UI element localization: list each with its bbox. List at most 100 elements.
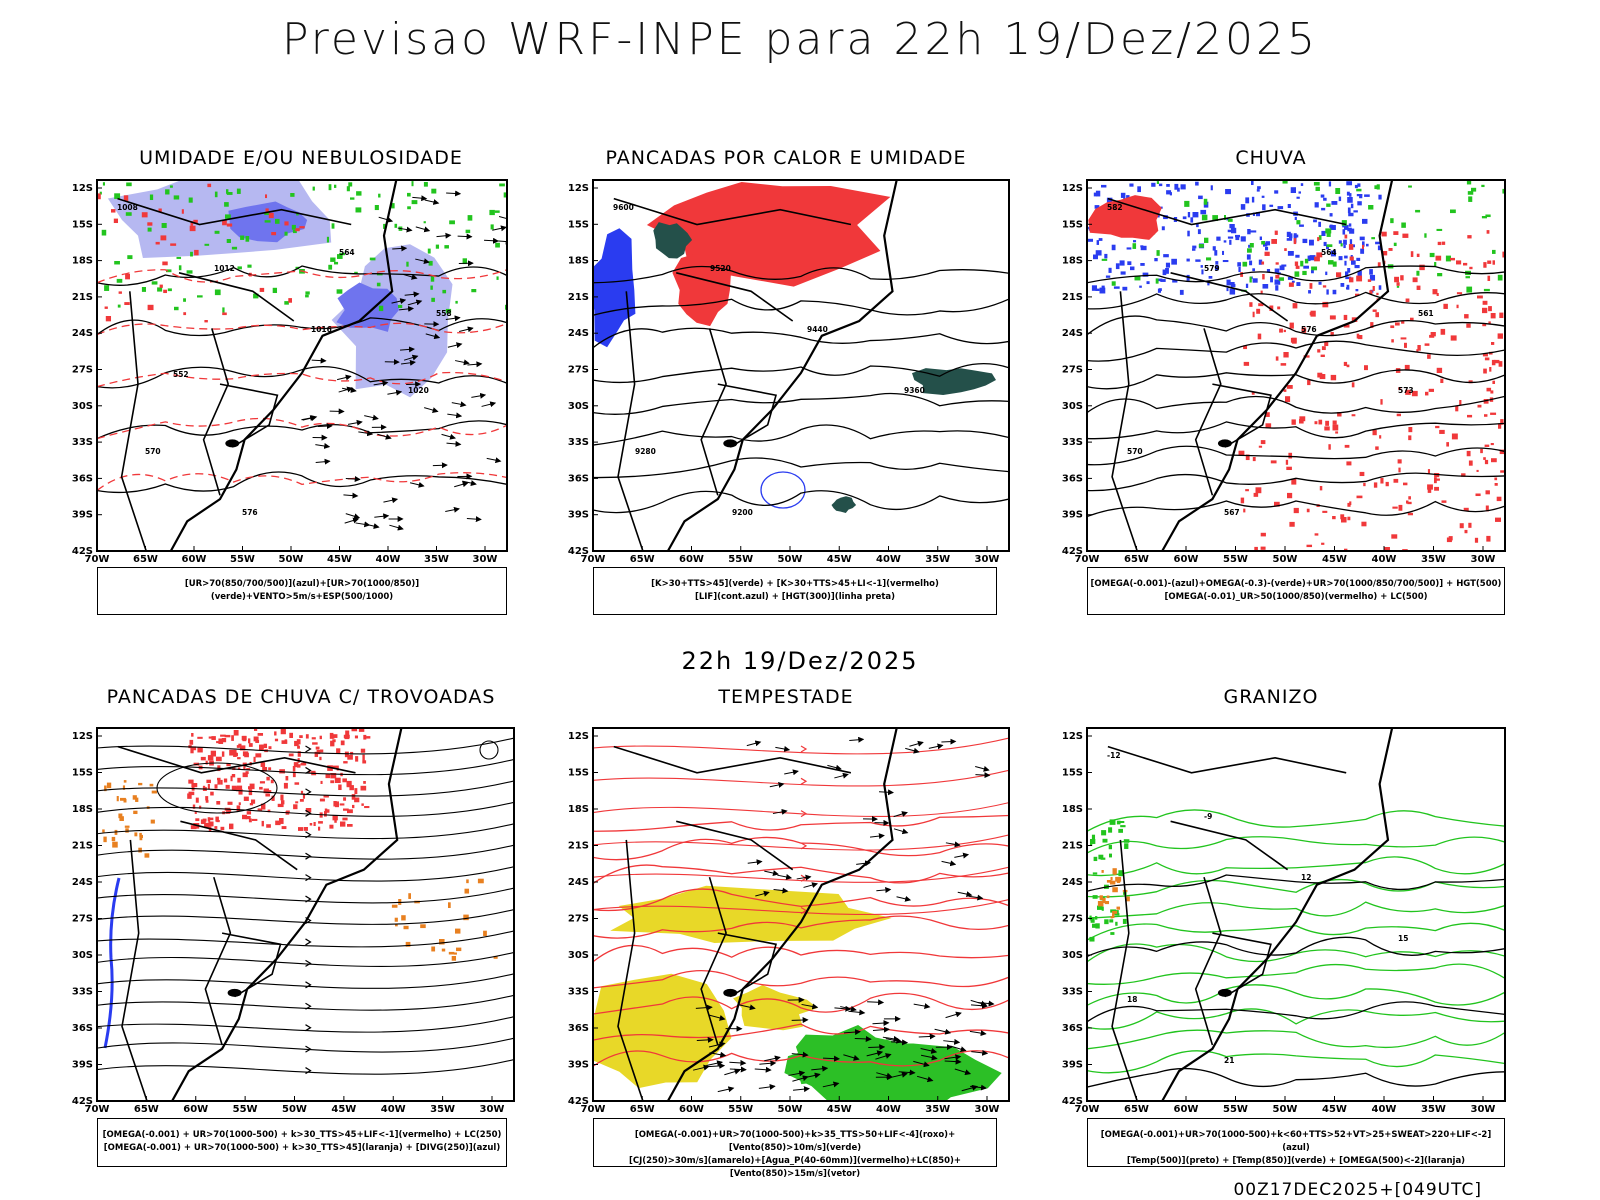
precip-pixel [1484,414,1488,417]
wind-vector [403,354,419,361]
precip-pixel [1251,181,1254,186]
precip-pixel [1363,482,1366,487]
panel-title-chuva: CHUVA [1235,147,1307,169]
precip-pixel [1161,226,1165,231]
precip-pixel [1367,279,1372,282]
wind-vector [729,1066,747,1073]
precip-pixel [204,243,210,246]
wind-vector [896,895,912,902]
wind-vector [400,359,416,366]
precip-pixel [427,248,431,254]
precip-pixel [1245,489,1249,492]
precip-pixel [1474,537,1479,543]
wind-vector [791,1017,809,1024]
precip-pixel [1274,279,1281,285]
streamline-arrowhead [305,938,312,946]
precip-pixel [1344,224,1349,230]
contour-line [96,420,507,440]
precip-pixel [1410,251,1414,257]
precip-pixel [295,801,299,804]
precip-pixel [280,728,286,735]
precip-pixel [170,243,177,246]
precip-pixel [233,730,239,736]
wind-vector [462,480,477,486]
precip-pixel [1446,442,1450,447]
longitude-label: 60W [1174,554,1199,565]
precip-pixel [1416,349,1419,352]
state-border [117,745,356,774]
longitude-label: 55W [233,1104,258,1115]
precip-pixel [1262,274,1265,280]
precip-pixel [1230,283,1236,288]
wind-vector [920,1054,938,1061]
precip-pixel [1256,212,1261,217]
precip-pixel [300,762,305,766]
wind-vector [345,476,361,483]
precip-pixel [189,739,194,745]
precip-pixel [149,194,154,201]
precip-pixel [193,219,198,224]
precip-pixel [299,799,304,802]
precip-pixel [1092,872,1098,875]
longitude-label: 65W [1124,554,1149,565]
precip-pixel [1408,427,1413,433]
precip-pixel [332,734,338,738]
precip-pixel [200,756,206,761]
contour-value-label: 573 [1398,386,1414,395]
precip-pixel [195,797,199,803]
precip-pixel [1395,322,1400,326]
precip-pixel [1246,254,1251,260]
precip-pixel [1108,267,1112,273]
wind-vector [775,746,791,752]
longitude-label: 45W [331,1104,356,1115]
state-border [1111,291,1138,551]
legend-line: [Temp(500)](preto) + [Temp(850)](verde) … [1126,1156,1466,1166]
precip-pixel [1090,839,1096,844]
precip-pixel [352,804,355,809]
precip-pixel [1335,188,1341,194]
precip-pixel [1476,469,1479,472]
precip-pixel [271,232,277,236]
precip-pixel [1104,253,1108,259]
wind-vector [943,1038,961,1045]
precip-pixel [190,251,193,257]
wind-vector [941,738,957,745]
latitude-label: 42S [1062,546,1083,557]
contour-line [96,417,507,440]
precip-pixel [369,257,376,261]
precip-pixel [1166,190,1172,195]
precip-pixel [1319,374,1326,380]
precip-pixel [111,836,116,842]
state-border [613,197,852,226]
precip-pixel [174,306,179,311]
precip-pixel [1162,269,1167,276]
precip-pixel [141,212,148,218]
precip-pixel [101,229,107,236]
precip-pixel [342,817,348,821]
precip-pixel [363,734,367,740]
precip-pixel [114,261,120,265]
streamline-arrowhead [305,1067,312,1075]
contour-line [593,265,1009,284]
precip-pixel [463,914,469,921]
wind-vector [961,1084,979,1092]
precip-pixel [206,779,211,784]
precip-pixel [1275,262,1279,265]
precip-pixel [1467,235,1472,239]
precip-pixel [1258,259,1263,265]
legend-line: [LIF](cont.azul) + [HGT(300)](linha pret… [694,592,896,602]
precip-pixel [1356,495,1363,499]
precip-pixel [248,789,253,796]
wind-vector [364,523,380,530]
precip-pixel [252,818,258,821]
longitude-label: 30W [480,1104,505,1115]
precip-pixel [441,948,446,952]
precip-pixel [1289,521,1295,527]
wind-vector [784,769,799,776]
precip-pixel [297,764,301,768]
precip-pixel [1486,387,1492,392]
precip-pixel [1356,188,1362,192]
precip-pixel [1353,210,1358,213]
precip-pixel [1195,259,1201,262]
precip-pixel [1450,335,1457,341]
